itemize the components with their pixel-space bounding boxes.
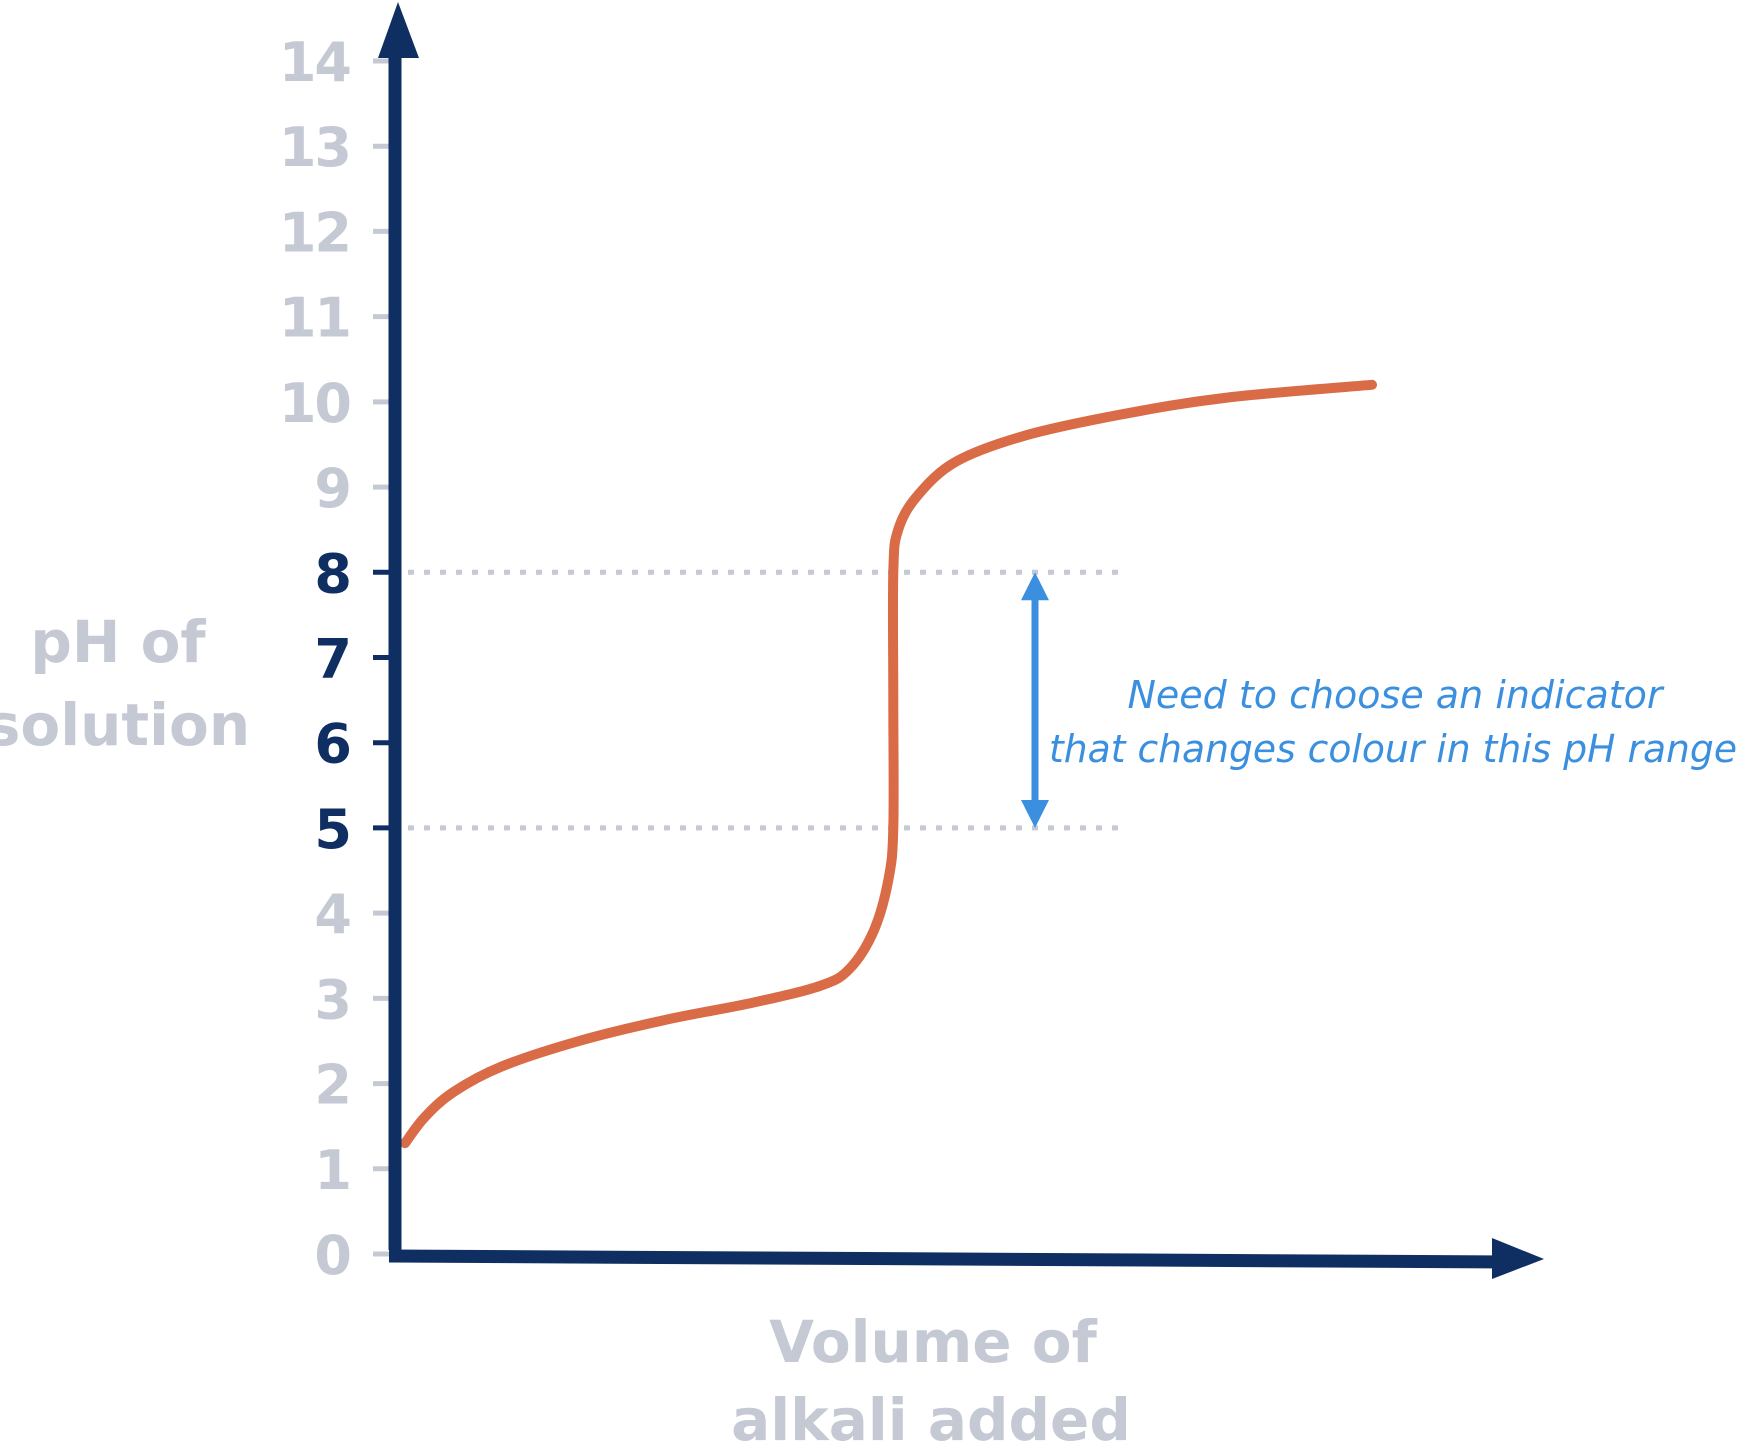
x-axis-title-line-1: Volume of <box>769 1308 1098 1376</box>
x-axis-line <box>388 1249 1511 1269</box>
reference-lines <box>408 569 1128 831</box>
y-axis-title-line-2: solution <box>0 691 250 759</box>
y-axis-arrowhead <box>378 2 419 58</box>
y-tick-label: 10 <box>279 372 350 435</box>
y-axis-title-line-1: pH of <box>30 608 206 676</box>
y-tick-label: 9 <box>314 457 350 520</box>
x-axis-arrowhead <box>1492 1238 1544 1279</box>
y-tick-label: 14 <box>279 31 351 94</box>
y-tick-label: 5 <box>314 798 350 861</box>
axes <box>378 2 1544 1279</box>
titration-curve <box>400 379 1377 1149</box>
y-tick-label: 0 <box>314 1224 350 1287</box>
y-tick-label: 12 <box>279 201 350 264</box>
annotation-line-1: Need to choose an indicator <box>1127 673 1664 717</box>
y-tick-label: 1 <box>314 1139 350 1202</box>
y-tick-label: 6 <box>314 713 350 776</box>
x-axis-title-line-2: alkali added <box>731 1386 1131 1449</box>
y-tick-label: 13 <box>279 116 350 179</box>
y-tick-label: 4 <box>314 883 350 946</box>
y-tick-label: 7 <box>314 628 350 691</box>
y-tick-label: 3 <box>314 968 350 1031</box>
y-tick-label: 2 <box>314 1054 350 1117</box>
y-tick-label: 11 <box>279 287 350 350</box>
annotation-line-2: that changes colour in this pH range <box>1049 727 1737 771</box>
y-tick-label: 8 <box>314 542 350 605</box>
